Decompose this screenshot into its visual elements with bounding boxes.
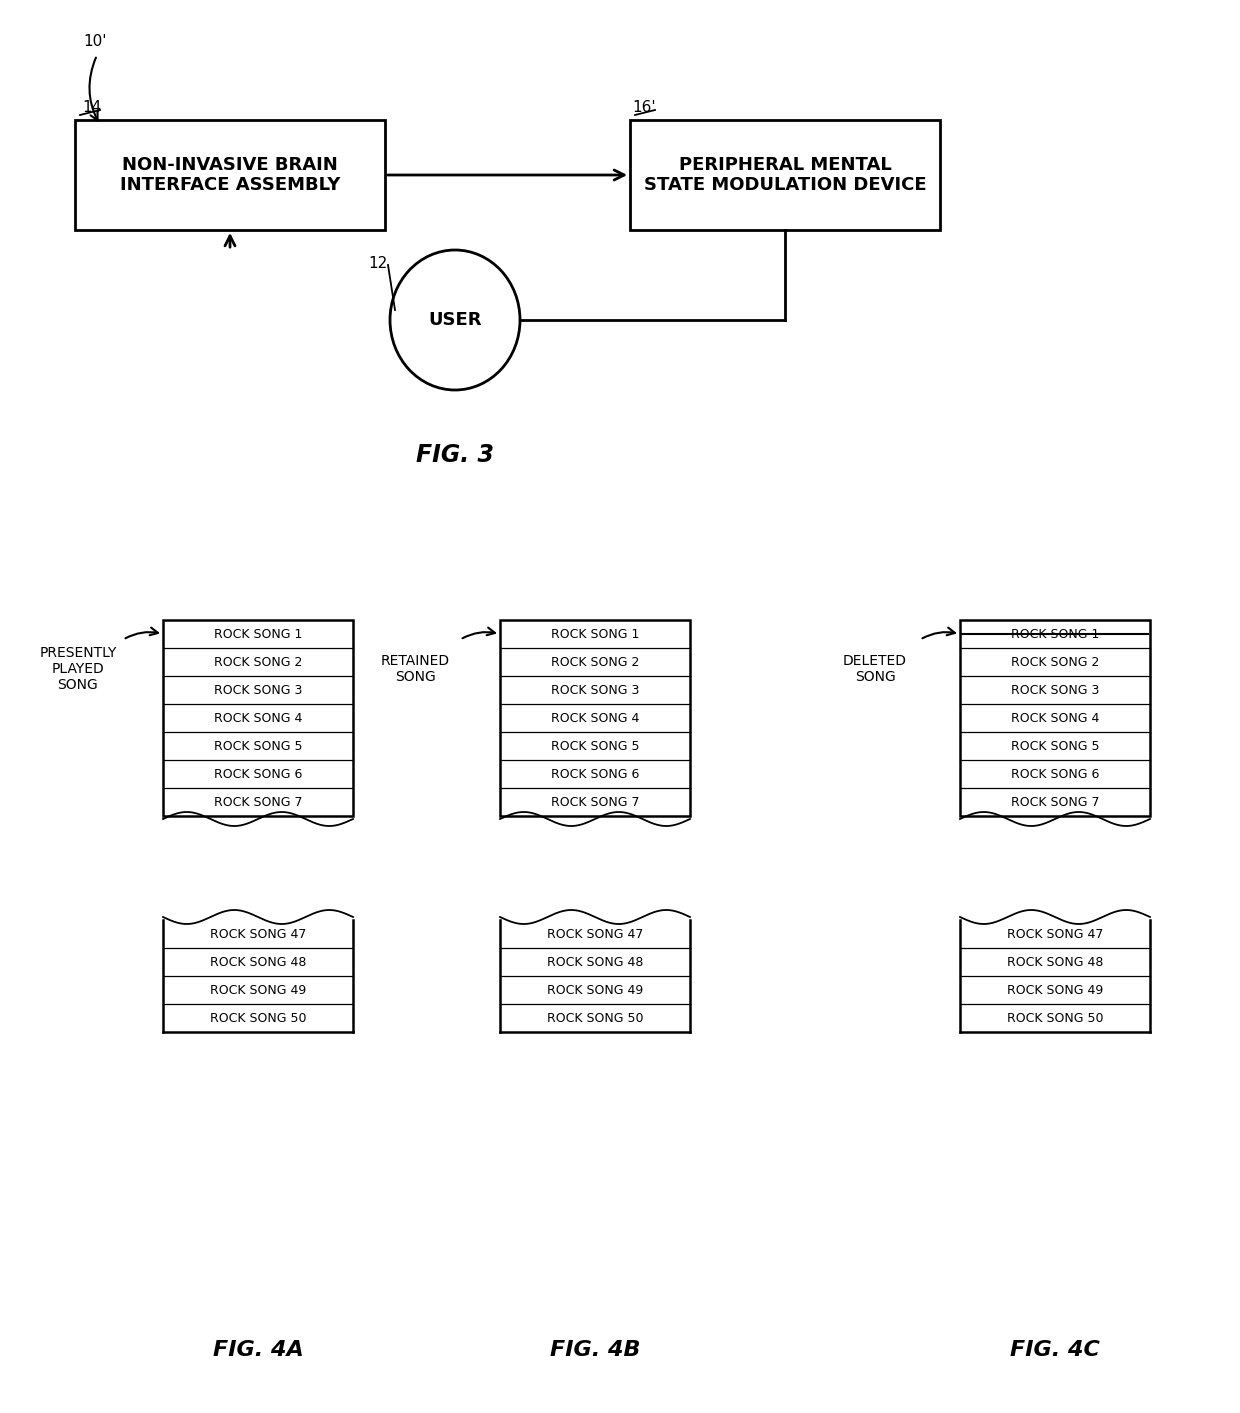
Bar xyxy=(74,120,384,230)
Text: ROCK SONG 47: ROCK SONG 47 xyxy=(210,927,306,941)
Text: ROCK SONG 7: ROCK SONG 7 xyxy=(1011,796,1099,808)
Text: ROCK SONG 3: ROCK SONG 3 xyxy=(213,684,303,697)
Text: ROCK SONG 50: ROCK SONG 50 xyxy=(547,1012,644,1024)
Text: ROCK SONG 1: ROCK SONG 1 xyxy=(213,627,303,640)
Text: ROCK SONG 5: ROCK SONG 5 xyxy=(213,739,303,753)
Text: ROCK SONG 47: ROCK SONG 47 xyxy=(547,927,644,941)
Text: ROCK SONG 1: ROCK SONG 1 xyxy=(1011,627,1099,640)
Ellipse shape xyxy=(391,250,520,390)
Text: ROCK SONG 3: ROCK SONG 3 xyxy=(551,684,639,697)
Text: FIG. 4A: FIG. 4A xyxy=(212,1340,304,1359)
Text: DELETED
SONG: DELETED SONG xyxy=(843,654,906,684)
Text: ROCK SONG 49: ROCK SONG 49 xyxy=(210,983,306,996)
Text: RETAINED
SONG: RETAINED SONG xyxy=(381,654,450,684)
Text: ROCK SONG 49: ROCK SONG 49 xyxy=(547,983,644,996)
Text: ROCK SONG 5: ROCK SONG 5 xyxy=(1011,739,1099,753)
Text: ROCK SONG 2: ROCK SONG 2 xyxy=(1011,656,1099,668)
Text: FIG. 4B: FIG. 4B xyxy=(549,1340,640,1359)
Text: ROCK SONG 50: ROCK SONG 50 xyxy=(1007,1012,1104,1024)
Text: 14: 14 xyxy=(82,99,102,114)
Text: FIG. 3: FIG. 3 xyxy=(415,444,494,468)
Text: PRESENTLY
PLAYED
SONG: PRESENTLY PLAYED SONG xyxy=(40,646,117,692)
Text: 10': 10' xyxy=(83,34,107,49)
Text: ROCK SONG 49: ROCK SONG 49 xyxy=(1007,983,1104,996)
Text: ROCK SONG 4: ROCK SONG 4 xyxy=(1011,712,1099,725)
Text: ROCK SONG 2: ROCK SONG 2 xyxy=(213,656,303,668)
Text: ROCK SONG 5: ROCK SONG 5 xyxy=(551,739,640,753)
Text: ROCK SONG 6: ROCK SONG 6 xyxy=(213,767,303,780)
Text: ROCK SONG 48: ROCK SONG 48 xyxy=(1007,955,1104,968)
Text: PERIPHERAL MENTAL
STATE MODULATION DEVICE: PERIPHERAL MENTAL STATE MODULATION DEVIC… xyxy=(644,155,926,195)
Text: 16': 16' xyxy=(632,99,656,114)
Text: FIG. 4C: FIG. 4C xyxy=(1011,1340,1100,1359)
Text: ROCK SONG 47: ROCK SONG 47 xyxy=(1007,927,1104,941)
Text: USER: USER xyxy=(428,311,482,329)
Text: ROCK SONG 3: ROCK SONG 3 xyxy=(1011,684,1099,697)
Text: ROCK SONG 6: ROCK SONG 6 xyxy=(1011,767,1099,780)
Text: 12: 12 xyxy=(368,256,387,270)
Bar xyxy=(162,620,353,815)
Text: ROCK SONG 48: ROCK SONG 48 xyxy=(547,955,644,968)
Text: ROCK SONG 4: ROCK SONG 4 xyxy=(213,712,303,725)
Text: ROCK SONG 4: ROCK SONG 4 xyxy=(551,712,639,725)
Text: ROCK SONG 7: ROCK SONG 7 xyxy=(213,796,303,808)
Text: ROCK SONG 50: ROCK SONG 50 xyxy=(210,1012,306,1024)
Text: ROCK SONG 7: ROCK SONG 7 xyxy=(551,796,640,808)
Text: ROCK SONG 48: ROCK SONG 48 xyxy=(210,955,306,968)
Bar xyxy=(960,620,1149,815)
Text: NON-INVASIVE BRAIN
INTERFACE ASSEMBLY: NON-INVASIVE BRAIN INTERFACE ASSEMBLY xyxy=(120,155,340,195)
Text: ROCK SONG 6: ROCK SONG 6 xyxy=(551,767,639,780)
Bar xyxy=(630,120,940,230)
Bar xyxy=(500,620,689,815)
Text: ROCK SONG 1: ROCK SONG 1 xyxy=(551,627,639,640)
Text: ROCK SONG 2: ROCK SONG 2 xyxy=(551,656,639,668)
